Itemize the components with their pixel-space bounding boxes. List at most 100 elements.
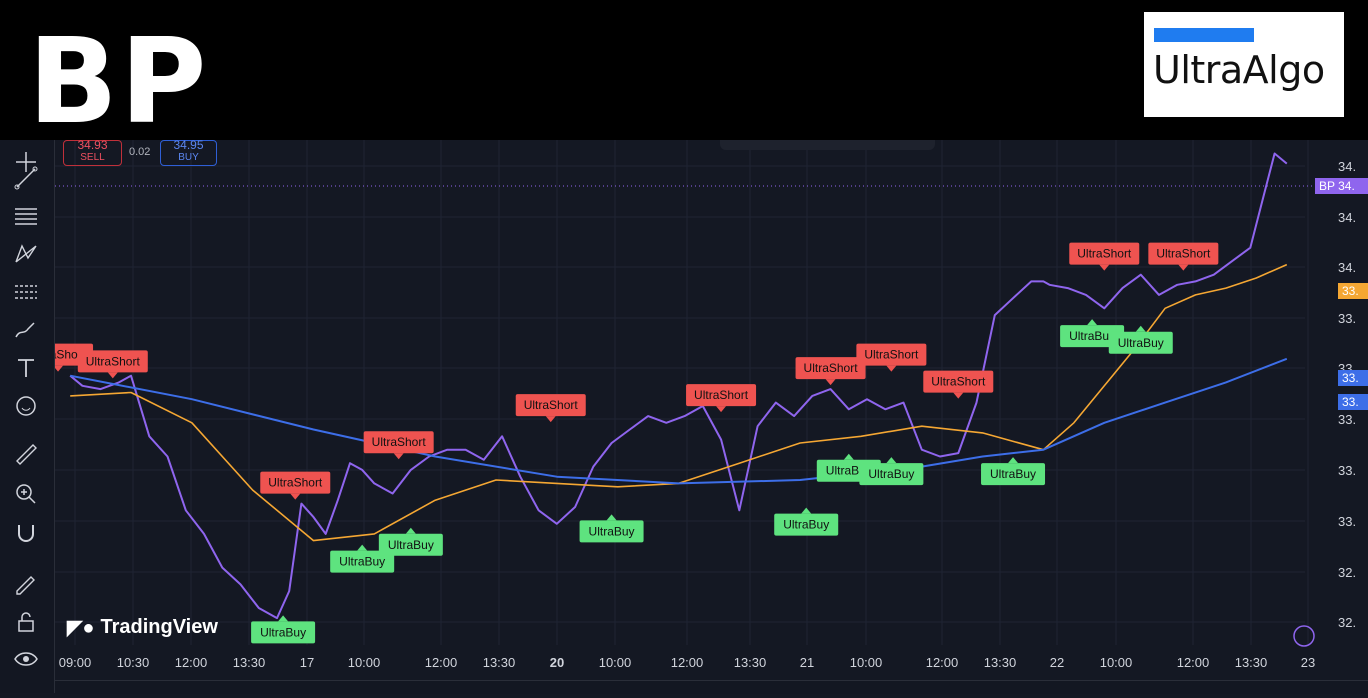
buy-label: BUY xyxy=(178,152,199,163)
ultrabuy-signal: UltraBuy xyxy=(868,467,914,481)
ultrashort-arrow xyxy=(393,453,404,460)
bottom-toolbar[interactable] xyxy=(55,680,1368,694)
ma-fast-line xyxy=(70,263,1288,542)
ultrabuy-arrow xyxy=(606,514,617,521)
ultrashort-label-box xyxy=(686,384,757,407)
buy-button[interactable]: 34.95 BUY xyxy=(160,139,217,166)
ultrabuy-arrow xyxy=(843,453,854,460)
ultrashort-arrow xyxy=(545,416,556,423)
brush-icon[interactable] xyxy=(12,316,40,344)
ultrabuy-arrow xyxy=(1008,457,1019,464)
ultrabuy-label-box xyxy=(330,550,395,573)
ultrashort-arrow xyxy=(290,493,301,500)
last-price-tag-box xyxy=(1315,178,1368,194)
ultrashort-signal: UltraShort xyxy=(524,398,579,412)
sell-label: SELL xyxy=(80,152,105,163)
x-tick-label: 12:00 xyxy=(926,655,959,670)
y-tick-label: 33. xyxy=(1338,412,1356,427)
drawing-toolbar xyxy=(0,140,55,693)
ultrabuy-arrow xyxy=(886,457,897,464)
spread-value: 0.02 xyxy=(129,146,151,158)
x-tick-label: 21 xyxy=(800,655,814,670)
emoji-icon[interactable] xyxy=(12,392,40,420)
ultrabuy-signal: UltraBuy xyxy=(990,467,1036,481)
ultrabuy-signal: UltraBuy xyxy=(339,555,385,569)
ultrabuy-label-box xyxy=(859,463,924,486)
zoom-icon[interactable] xyxy=(12,480,40,508)
ruler-icon[interactable] xyxy=(12,440,40,468)
y-tick-label: 32. xyxy=(1338,565,1356,580)
tradingview-watermark: ◤● TradingView xyxy=(67,615,218,640)
ultrabuy-signal: UltraBuy xyxy=(1118,336,1164,350)
ultrashort-signal: UltraShort xyxy=(864,348,919,362)
ultrashort-signal: UltraShort xyxy=(931,375,986,389)
ultrashort-label-box xyxy=(515,394,586,417)
x-tick-label: 13:30 xyxy=(984,655,1017,670)
header-band: BP UltraAlgo xyxy=(0,0,1368,140)
ultrashort-arrow xyxy=(1178,264,1189,271)
ultrabuy-signal: UltraBuy xyxy=(783,518,829,532)
ultrabuy-label-box xyxy=(1108,331,1173,354)
y-tick-label: 33. xyxy=(1338,311,1356,326)
ultrabuy-signal: UltraBuy xyxy=(260,625,306,639)
ultrabuy-signal: UltraBuy xyxy=(589,524,635,538)
ultrashort-signal: UltraShort xyxy=(804,361,859,375)
logo-text: UltraAlgo xyxy=(1153,48,1325,92)
ultrashort-label-box xyxy=(923,370,994,393)
x-tick-label: 09:00 xyxy=(59,655,92,670)
tradingview-icon: ◤● xyxy=(67,617,95,639)
ultrashort-arrow xyxy=(716,406,727,413)
ultrashort-label-box xyxy=(1069,242,1140,265)
ultrabuy-signal: UltraBuy xyxy=(388,538,434,552)
ultrashort-arrow xyxy=(107,372,118,379)
projection-icon[interactable] xyxy=(12,278,40,306)
ultrabuy-label-box xyxy=(251,621,316,644)
chart-area[interactable]: 09:00 10:30 12:00 13:30 17 10:00 12:00 13:30 20 1… xyxy=(23,140,1368,693)
ultrabuy-label-box xyxy=(1060,325,1125,348)
ultrabuy-arrow xyxy=(801,507,812,514)
sell-price: 34.93 xyxy=(77,138,108,152)
ultrabuy-label-box xyxy=(774,513,839,536)
x-tick-label: 12:00 xyxy=(1177,655,1210,670)
y-tick-label: 34. xyxy=(1338,159,1356,174)
ultrabuy-arrow xyxy=(1135,325,1146,332)
lock-draw-icon[interactable] xyxy=(12,570,40,598)
x-tick-label: 12:00 xyxy=(425,655,458,670)
pattern-icon[interactable] xyxy=(12,240,40,268)
sell-button[interactable]: 34.93 SELL xyxy=(63,138,122,166)
price-chart[interactable]: 09:00 10:30 12:00 13:30 17 10:00 12:00 13:30 20 1… xyxy=(23,140,1368,693)
crosshair-icon[interactable] xyxy=(12,148,40,176)
ultrashort-label-box xyxy=(856,343,927,366)
ultrabuy-arrow xyxy=(278,615,289,622)
ultrashort-signal: UltraShort xyxy=(86,354,141,368)
ma-slow-price-tag-2-box xyxy=(1338,394,1368,410)
ultrashort-signal: UltraShort xyxy=(268,476,323,490)
ultrabuy-label-box xyxy=(981,463,1046,486)
floating-toolbar[interactable] xyxy=(720,140,935,150)
ultrabuy-arrow xyxy=(405,527,416,534)
fib-icon[interactable] xyxy=(12,202,40,230)
y-tick-label: 34. xyxy=(1338,260,1356,275)
eye-icon[interactable] xyxy=(12,645,40,673)
ultrashort-signal: UltraShort xyxy=(694,388,749,402)
lock-icon[interactable] xyxy=(12,608,40,636)
ultrashort-arrow xyxy=(825,379,836,386)
x-tick-label: 13:30 xyxy=(1235,655,1268,670)
price-line xyxy=(69,152,1288,620)
trendline-icon[interactable] xyxy=(12,164,40,192)
ultrashort-arrow xyxy=(886,365,897,372)
ultrashort-signal: UltraShort xyxy=(1156,247,1211,261)
x-tick-label: 12:00 xyxy=(175,655,208,670)
ultrashort-label-box xyxy=(260,471,331,494)
magnet-icon[interactable] xyxy=(12,520,40,548)
ultrashort-arrow xyxy=(53,365,64,372)
text-icon[interactable] xyxy=(12,354,40,382)
ultrabuy-label-box xyxy=(579,520,644,543)
x-tick-label: 17 xyxy=(300,655,314,670)
ma-slow-price-tag-2: 33. xyxy=(1342,395,1359,409)
ultrashort-signal: UltraShort xyxy=(372,435,427,449)
x-tick-label: 23 xyxy=(1301,655,1315,670)
flash-icon[interactable] xyxy=(1293,625,1315,647)
ma-slow-price-tag: 33. xyxy=(1342,371,1359,385)
x-tick-label: 12:00 xyxy=(671,655,704,670)
